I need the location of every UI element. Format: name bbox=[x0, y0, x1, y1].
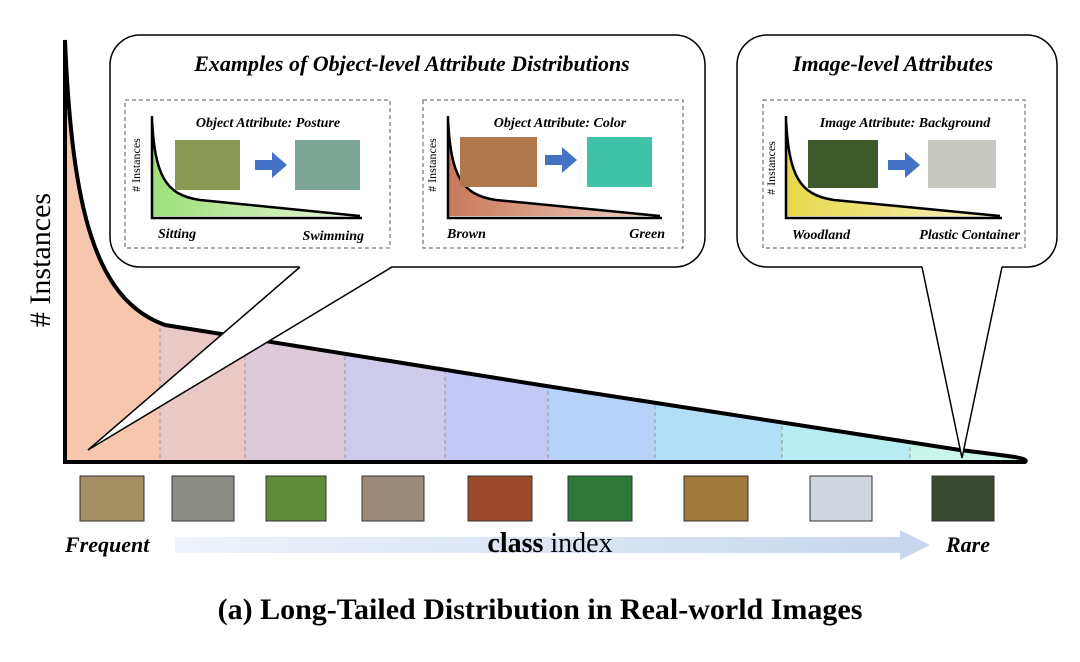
attribute-panel: # Instances Object Attribute: Color Brow… bbox=[422, 99, 684, 249]
panel-right-label: Plastic Container bbox=[919, 228, 1020, 243]
photo bbox=[467, 475, 533, 522]
panel-left-label: Brown bbox=[446, 227, 486, 242]
panel-title: Image Attribute: Background bbox=[819, 116, 992, 131]
distribution-curve bbox=[63, 39, 1028, 464]
caption: (a) Long-Tailed Distribution in Real-wor… bbox=[218, 593, 863, 626]
callout-title: Image-level Attributes bbox=[792, 51, 993, 76]
photo bbox=[683, 475, 749, 522]
attribute-panel: # Instances Image Attribute: Background … bbox=[762, 99, 1026, 249]
callout-title: Examples of Object-level Attribute Distr… bbox=[193, 51, 630, 76]
panel-y-label: # Instances bbox=[129, 138, 143, 192]
photo bbox=[931, 475, 995, 522]
panel-y-label: # Instances bbox=[425, 138, 439, 192]
class-thumbnails bbox=[79, 475, 995, 522]
photo bbox=[587, 137, 652, 187]
photo bbox=[460, 137, 537, 187]
callout-tail-edge bbox=[921, 266, 963, 459]
callout-tail-edge bbox=[961, 266, 1003, 459]
panel-title: Object Attribute: Posture bbox=[196, 116, 340, 131]
photo bbox=[175, 140, 240, 190]
callout-tail-edge bbox=[87, 266, 301, 451]
arrow bbox=[545, 147, 577, 173]
panel-left-label: Sitting bbox=[158, 227, 196, 242]
photo bbox=[928, 140, 996, 188]
panel-right-label: Green bbox=[629, 227, 665, 242]
photo bbox=[295, 140, 360, 190]
photo bbox=[361, 475, 425, 522]
panel-left-label: Woodland bbox=[792, 228, 851, 243]
photo bbox=[809, 475, 873, 522]
callout-tail bbox=[922, 266, 1002, 458]
arrow bbox=[255, 152, 287, 178]
panel-y-label: # Instances bbox=[764, 141, 778, 195]
arrow bbox=[888, 152, 920, 178]
x-axis-arrow bbox=[175, 530, 930, 560]
panel-right-label: Swimming bbox=[303, 229, 364, 244]
attribute-panel: # Instances Object Attribute: Posture Si… bbox=[124, 99, 391, 249]
photo bbox=[808, 140, 878, 188]
photo bbox=[171, 475, 235, 522]
x-right-label: Rare bbox=[945, 532, 990, 557]
y-axis-label: # Instances bbox=[24, 193, 57, 327]
photo bbox=[79, 475, 145, 522]
callout-tail-edge bbox=[87, 266, 393, 451]
x-axis-label-bold: class bbox=[487, 528, 543, 559]
panel-title: Object Attribute: Color bbox=[494, 116, 627, 131]
photo bbox=[265, 475, 327, 522]
x-axis-label-rest: index bbox=[550, 528, 612, 559]
photo bbox=[567, 475, 633, 522]
x-axis-label: class index bbox=[487, 528, 612, 559]
x-left-label: Frequent bbox=[64, 532, 150, 557]
